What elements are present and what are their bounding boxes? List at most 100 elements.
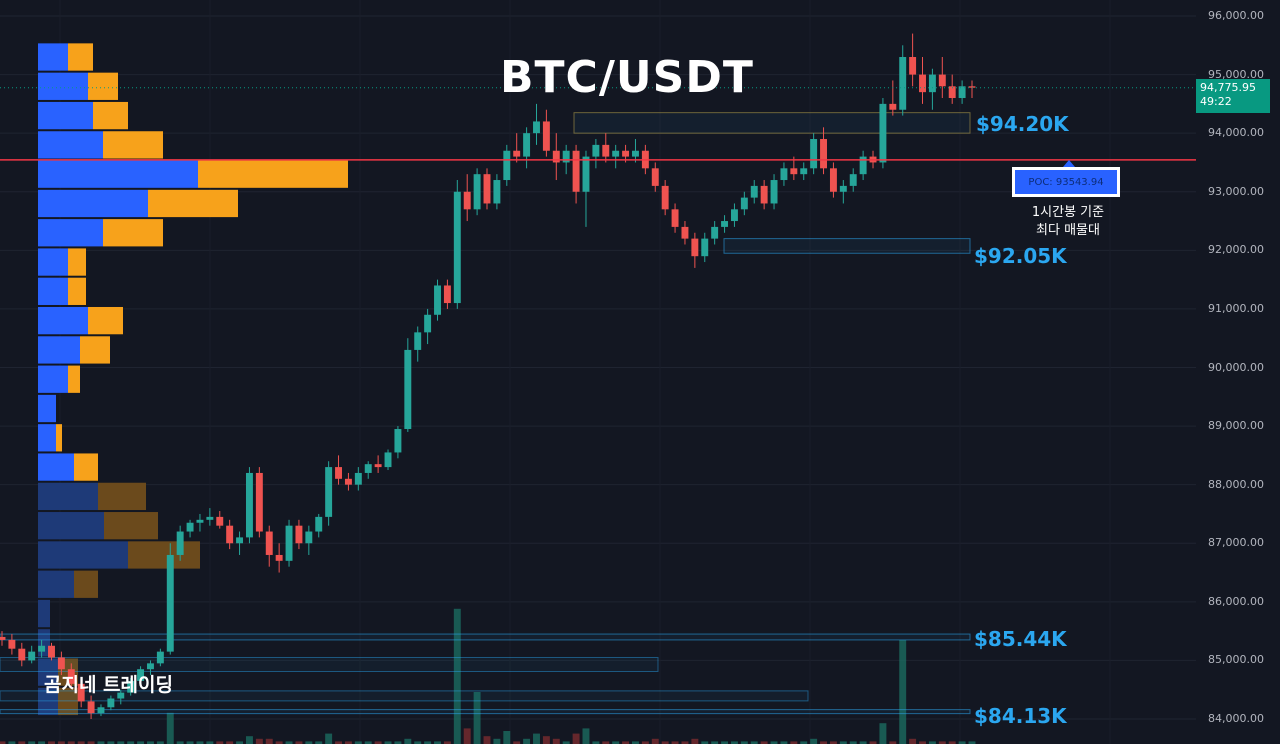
- level-zone: [0, 633, 971, 641]
- candle-body: [463, 191, 471, 210]
- candle-body: [8, 639, 16, 649]
- candle-body: [404, 349, 412, 430]
- candle-body: [374, 464, 382, 468]
- profile-buy-bar: [38, 570, 74, 598]
- volume-bar: [503, 731, 511, 744]
- candle-body: [67, 669, 75, 684]
- candle-countdown: 49:22: [1200, 94, 1232, 108]
- poc-note-line2: 최다 매물대: [1036, 223, 1100, 238]
- candle-body: [493, 180, 501, 204]
- candle-body: [166, 554, 174, 652]
- volume-bar: [473, 692, 481, 744]
- candle-body: [305, 531, 313, 544]
- level-zone: [573, 112, 971, 134]
- candle-body: [275, 554, 283, 561]
- volume-bar: [87, 741, 95, 744]
- volume-bar: [780, 741, 788, 744]
- volume-bar: [582, 728, 590, 744]
- volume-bar: [127, 741, 135, 744]
- volume-bar: [0, 741, 6, 744]
- candle-body: [701, 238, 709, 257]
- volume-bar: [632, 741, 639, 744]
- candle-body: [424, 314, 432, 333]
- volume-bar: [701, 741, 709, 744]
- volume-bar: [216, 741, 224, 744]
- volume-bar: [651, 738, 659, 744]
- candle-body: [255, 472, 263, 532]
- level-label: $84.13K: [974, 704, 1067, 728]
- candle-body: [800, 168, 808, 175]
- volume-bar: [849, 741, 857, 744]
- profile-sell-bar: [93, 101, 128, 130]
- candle-body: [503, 150, 511, 181]
- candle-body: [829, 168, 837, 192]
- volume-bar: [859, 741, 867, 744]
- candle-body: [147, 663, 154, 670]
- candle-body: [137, 669, 145, 681]
- volume-bar: [542, 736, 550, 744]
- volume-bar: [414, 741, 422, 744]
- volume-bar: [48, 741, 55, 744]
- volume-bar: [899, 640, 907, 744]
- volume-bars: [0, 608, 976, 744]
- profile-sell-bar: [74, 453, 98, 481]
- candle-body: [97, 707, 105, 714]
- y-tick-label: 90,000.00: [1208, 360, 1264, 374]
- candle-body: [622, 150, 630, 157]
- candle-body: [770, 180, 778, 204]
- volume-bar: [829, 741, 837, 744]
- profile-sell-bar: [128, 541, 200, 569]
- profile-buy-bar: [38, 160, 198, 188]
- volume-bar: [325, 733, 333, 744]
- volume-bar: [711, 741, 719, 744]
- profile-buy-bar: [38, 131, 103, 159]
- volume-bar: [612, 741, 620, 744]
- volume-bar: [523, 738, 531, 744]
- chart-title: BTC/USDT: [500, 52, 754, 103]
- candle-body: [206, 516, 214, 520]
- volume-bar: [156, 741, 164, 744]
- profile-sell-bar: [74, 570, 98, 598]
- candle-body: [632, 150, 639, 157]
- volume-bar: [602, 741, 610, 744]
- volume-bar: [443, 741, 451, 744]
- candle-body: [434, 285, 441, 315]
- candle-body: [127, 680, 135, 693]
- y-tick-label: 93,000.00: [1208, 184, 1264, 198]
- volume-bar: [681, 741, 689, 744]
- candle-body: [48, 645, 55, 658]
- profile-sell-bar: [98, 482, 146, 511]
- volume-bar: [404, 738, 412, 744]
- volume-bar: [820, 741, 827, 744]
- candle-body: [394, 429, 402, 453]
- candle-body: [730, 209, 738, 222]
- volume-bar: [463, 728, 471, 744]
- candle-body: [473, 174, 481, 210]
- volume-bar: [38, 741, 46, 744]
- candle-body: [364, 464, 372, 473]
- candle-body: [859, 156, 867, 175]
- candle-body: [384, 452, 392, 468]
- volume-bar: [622, 741, 630, 744]
- candle-body: [38, 645, 46, 652]
- y-tick-label: 91,000.00: [1208, 301, 1264, 315]
- volume-bar: [968, 741, 976, 744]
- candle-body: [879, 103, 887, 163]
- last-price-tag: 94,775.95 49:22: [1196, 78, 1270, 113]
- y-tick-label: 96,000.00: [1208, 9, 1264, 22]
- level-zone: [0, 709, 971, 715]
- candle-body: [77, 683, 85, 702]
- volume-bar: [572, 733, 580, 744]
- level-zone: [0, 656, 659, 672]
- volume-bar: [810, 738, 818, 744]
- profile-sell-bar: [68, 248, 86, 276]
- y-tick-label: 95,000.00: [1208, 67, 1264, 81]
- y-tick-label: 86,000.00: [1208, 594, 1264, 608]
- profile-buy-bar: [38, 687, 58, 716]
- candle-body: [582, 156, 590, 192]
- profile-sell-bar: [103, 131, 163, 159]
- support-resistance-zones: [0, 112, 971, 715]
- volume-bar: [374, 741, 382, 744]
- volume-bar: [513, 741, 521, 744]
